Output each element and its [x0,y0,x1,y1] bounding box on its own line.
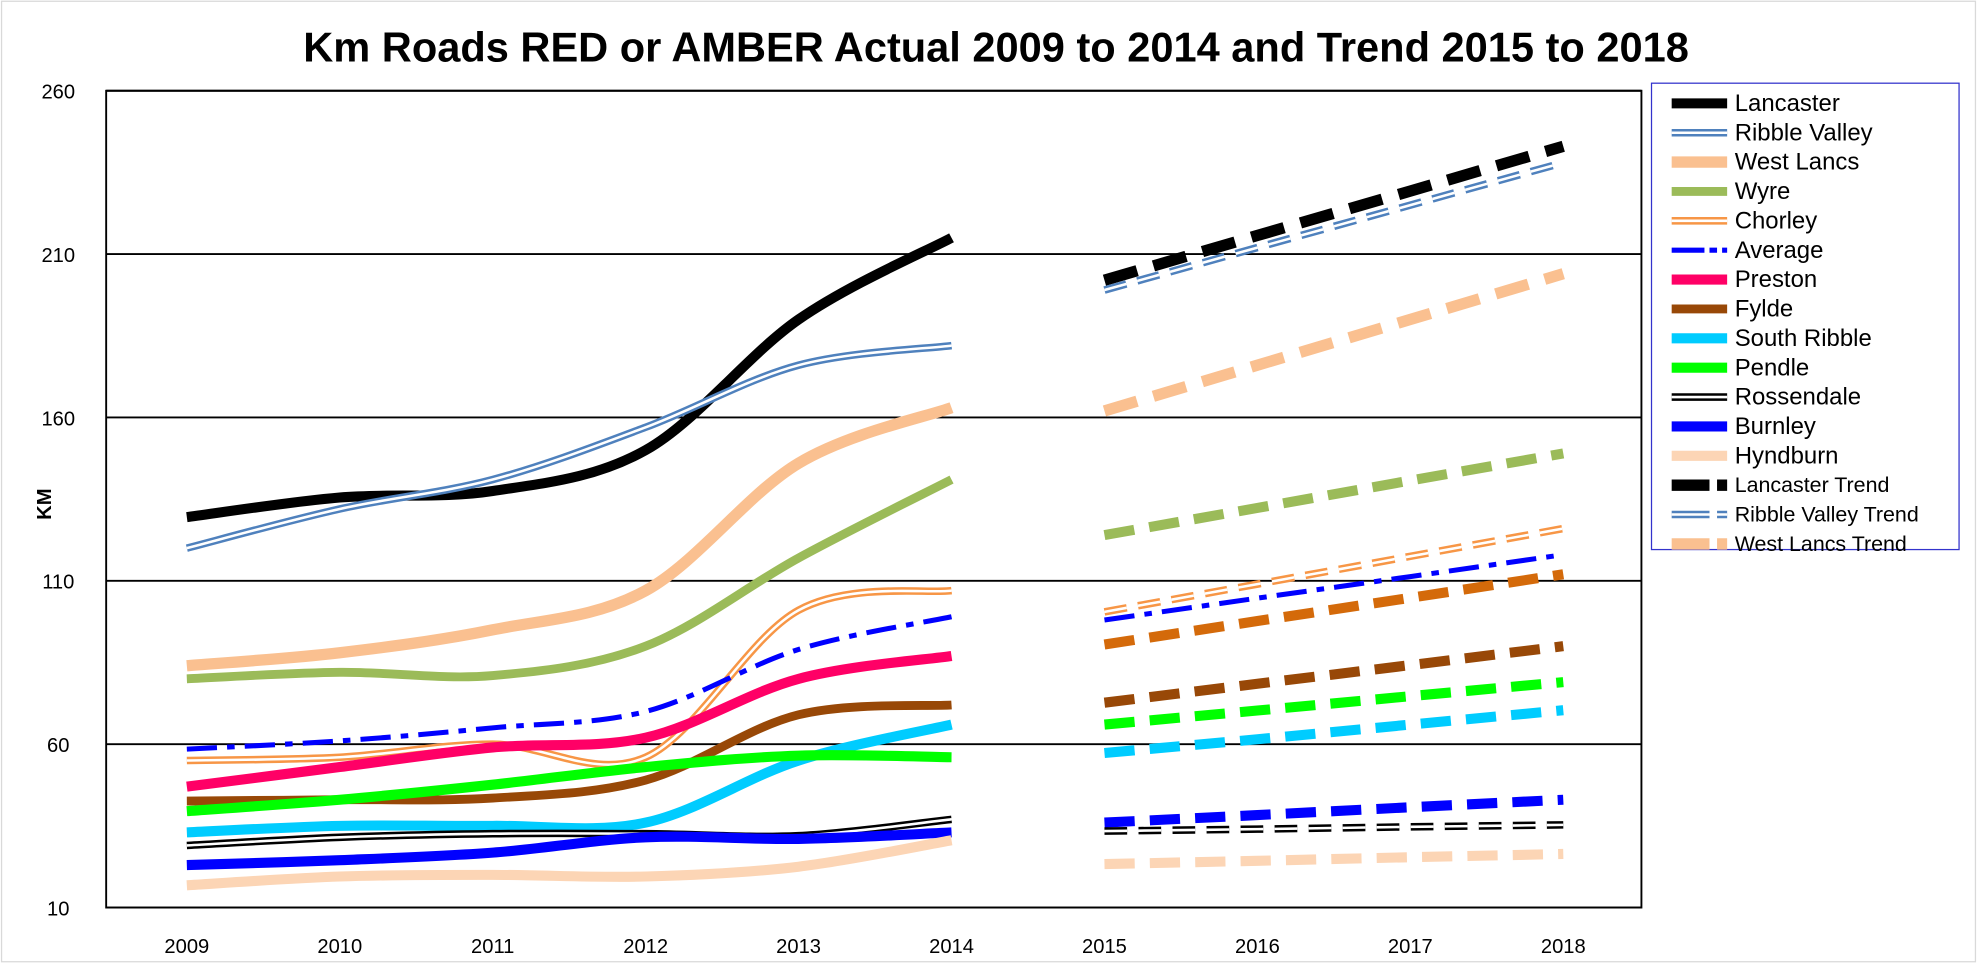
series-line [1103,569,1565,650]
series-line [1103,448,1565,541]
series-line [1104,677,1564,730]
y-tick-label: 60 [47,735,69,757]
series-line [186,614,953,752]
legend-label: Pendle [1735,354,1810,381]
series-line-inner [1104,161,1564,292]
x-tick-label: 2018 [1541,936,1586,958]
legend-label: Fylde [1735,296,1794,323]
series-line [1103,641,1564,708]
y-tick-label: 10 [47,898,69,920]
legend-label: Ribble Valley [1735,119,1873,146]
series-line-inner [186,589,952,766]
y-tick-label: 210 [41,245,75,267]
y-tick-label: 160 [41,408,75,430]
legend-label: West Lancs [1735,149,1860,176]
legend-label: Hyndburn [1735,442,1839,469]
series-line-inner [1104,823,1564,833]
legend-label: Ribble Valley Trend [1735,502,1919,526]
series-line [186,475,954,684]
legend-label: South Ribble [1735,325,1872,352]
x-tick-label: 2011 [471,936,514,958]
legend-label: Lancaster [1735,90,1840,117]
series-line-inner [186,344,952,550]
series-line [1102,268,1565,417]
series-line [186,402,954,672]
x-tick-label: 2012 [623,936,668,958]
legend-label: Burnley [1735,413,1816,440]
y-tick-label: 110 [42,572,74,594]
legend-label: Chorley [1735,207,1818,234]
x-tick-label: 2015 [1082,936,1127,958]
series-line [1104,705,1564,759]
x-tick-label: 2014 [929,936,974,958]
series-line-inner [1104,527,1564,614]
x-tick-label: 2010 [317,936,362,958]
x-tick-label: 2016 [1235,936,1280,958]
legend-label: Rossendale [1735,384,1861,411]
series-line [186,750,952,817]
y-tick-label: 260 [41,82,75,104]
series-line [1102,140,1565,286]
legend-label: West Lancs Trend [1735,532,1907,556]
series-line [186,650,953,792]
series-line [1104,794,1564,828]
x-tick-label: 2009 [164,936,209,958]
series-line [1104,552,1564,623]
chart-title: Km Roads RED or AMBER Actual 2009 to 201… [303,23,1689,70]
legend-label: Lancaster Trend [1735,473,1890,497]
x-tick-label: 2013 [776,936,821,958]
legend-label: Wyre [1735,178,1791,205]
legend-label: Average [1735,237,1824,264]
legend-label: Preston [1735,266,1817,293]
series-line [186,835,953,891]
series-line [186,233,954,523]
series-line [1104,848,1564,870]
series-line [186,827,952,871]
x-tick-label: 2017 [1388,936,1433,958]
y-axis-label: KM [34,489,56,520]
